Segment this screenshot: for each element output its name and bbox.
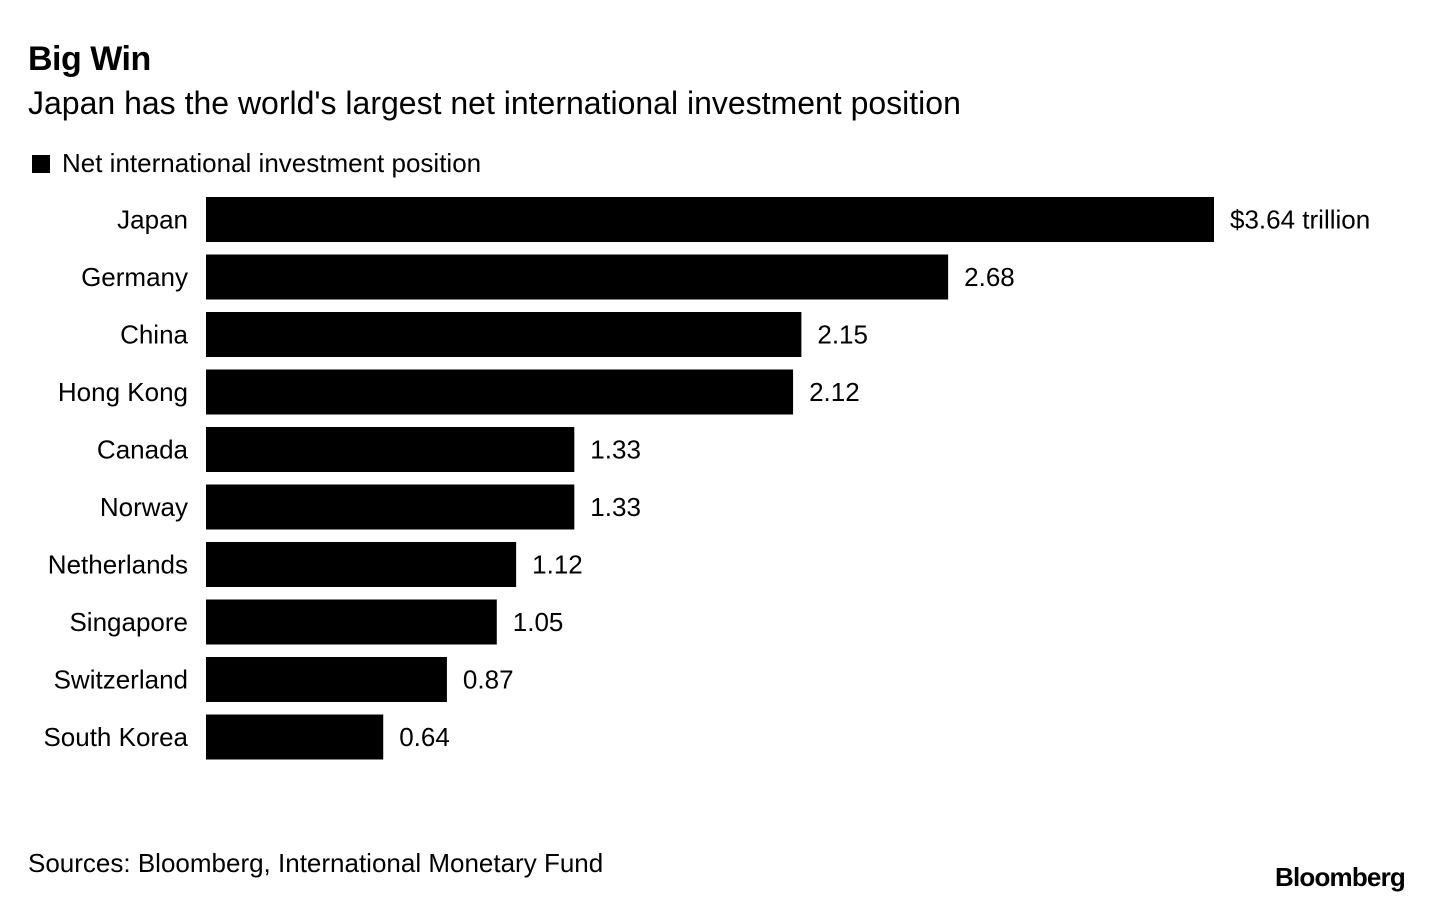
data-label: 2.12 bbox=[809, 377, 860, 407]
bar bbox=[206, 312, 802, 357]
data-label: 0.87 bbox=[463, 665, 514, 695]
data-label: 1.05 bbox=[513, 607, 564, 637]
bar bbox=[206, 197, 1214, 242]
chart-title: Big Win bbox=[28, 40, 151, 78]
category-label: Switzerland bbox=[54, 665, 188, 695]
data-label: 1.33 bbox=[590, 492, 641, 522]
category-label: Singapore bbox=[69, 607, 188, 637]
legend: Net international investment position bbox=[32, 148, 481, 179]
data-label: 2.15 bbox=[817, 320, 868, 350]
category-label: South Korea bbox=[43, 722, 188, 752]
category-label: Germany bbox=[81, 262, 188, 292]
category-label: Canada bbox=[97, 435, 189, 465]
data-label: 1.33 bbox=[590, 435, 641, 465]
data-label: 1.12 bbox=[532, 550, 583, 580]
bar bbox=[206, 484, 575, 530]
bar bbox=[206, 657, 447, 702]
bar bbox=[206, 369, 794, 415]
data-label: $3.64 trillion bbox=[1230, 205, 1370, 235]
legend-label: Net international investment position bbox=[62, 148, 482, 178]
category-label: Japan bbox=[117, 205, 188, 235]
brand-logo: Bloomberg bbox=[1274, 862, 1406, 892]
bar bbox=[206, 599, 497, 645]
data-label: 2.68 bbox=[964, 262, 1015, 292]
bar bbox=[206, 427, 575, 472]
category-label: Netherlands bbox=[48, 550, 188, 580]
bar bbox=[206, 714, 384, 760]
chart-subtitle: Japan has the world's largest net intern… bbox=[28, 85, 961, 121]
bar bbox=[206, 254, 949, 300]
source-note: Sources: Bloomberg, International Moneta… bbox=[28, 848, 604, 878]
legend-swatch bbox=[32, 154, 50, 173]
bar bbox=[206, 542, 517, 587]
category-label: Hong Kong bbox=[58, 377, 188, 407]
data-label: 0.64 bbox=[399, 722, 450, 752]
category-label: China bbox=[120, 320, 188, 350]
bar-chart: Japan $3.64 trillion Germany 2.68 China 2.15 H… bbox=[43, 197, 1370, 760]
category-label: Norway bbox=[100, 492, 188, 522]
